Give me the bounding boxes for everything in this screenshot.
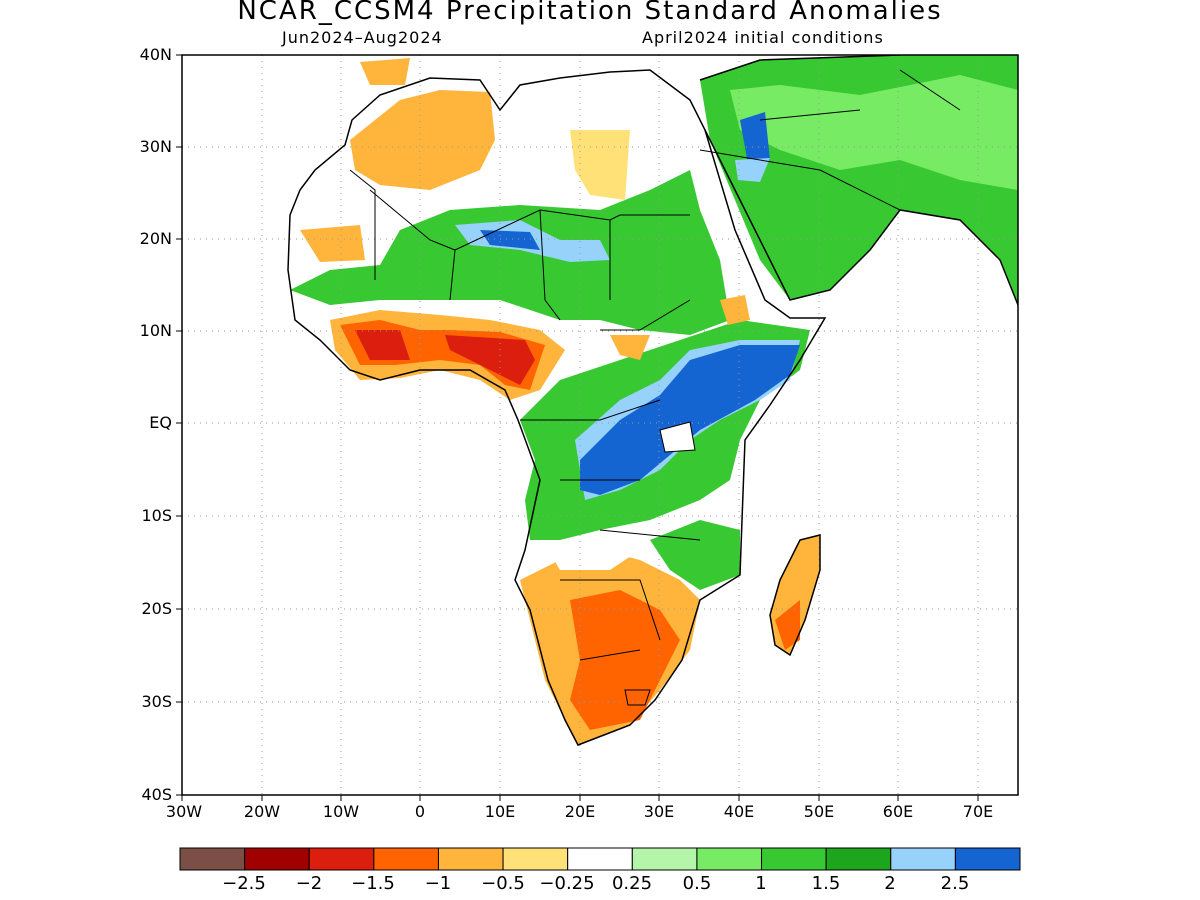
- guinea-coast-driest: [355, 330, 535, 385]
- colorbar-label: 2: [884, 873, 896, 894]
- colorbar-swatch: [761, 847, 827, 871]
- madagascar-coastline: [769, 534, 821, 657]
- mauritania-dry: [300, 225, 365, 262]
- colorbar-swatch: [954, 847, 1021, 871]
- colorbar-swatch: [373, 847, 439, 871]
- ethiopia-dry: [720, 295, 750, 325]
- lon-label-50e: 50E: [803, 802, 835, 821]
- country-borders: [349, 69, 961, 661]
- lake-victoria: [659, 421, 696, 453]
- southern-africa-drier: [570, 590, 680, 730]
- arabia-coastline: [699, 55, 1018, 306]
- lat-label-20n: 20N: [139, 229, 172, 248]
- colorbar-label: −2: [295, 873, 323, 894]
- colorbar-swatch: [567, 847, 633, 871]
- colorbar-swatch: [179, 847, 246, 871]
- colorbar-label: −1.5: [351, 873, 395, 894]
- lat-label-40s: 40S: [141, 785, 172, 804]
- lon-label-60e: 60E: [882, 802, 914, 821]
- lat-label-10s: 10S: [141, 506, 172, 525]
- morocco-dry: [360, 58, 410, 85]
- africa-coastline: [287, 69, 827, 746]
- east-africa-very-wet: [580, 345, 800, 495]
- colorbar-swatch: [502, 847, 569, 871]
- lon-label-40e: 40E: [723, 802, 755, 821]
- colorbar-swatch: [825, 847, 892, 871]
- lat-label-eq: EQ: [149, 413, 172, 432]
- sahara-dry: [350, 90, 495, 190]
- colorbar: [179, 847, 1021, 871]
- map-title: NCAR_CCSM4 Precipitation Standard Anomal…: [237, 0, 943, 26]
- lat-label-20s: 20S: [141, 599, 172, 618]
- colorbar-label: 0.5: [682, 873, 712, 894]
- colorbar-swatch: [244, 847, 310, 871]
- angola-normal: [545, 540, 640, 570]
- lon-label-70e: 70E: [962, 802, 994, 821]
- colorbar-label: −1: [424, 873, 452, 894]
- sahel-wet: [290, 170, 730, 335]
- niger-very-wet: [480, 230, 540, 250]
- colorbar-label: 1: [755, 873, 767, 894]
- initial-conditions: April2024 initial conditions: [642, 28, 884, 47]
- colorbar-label: −2.5: [222, 873, 266, 894]
- colorbar-label: 0.25: [611, 873, 653, 894]
- colorbar-swatch: [437, 847, 504, 871]
- middle-east-moderate: [730, 75, 1018, 190]
- colorbar-swatch: [631, 847, 698, 871]
- lesotho-border: [624, 689, 651, 706]
- lon-label-20e: 20E: [564, 802, 596, 821]
- madagascar-drier: [775, 600, 800, 650]
- lon-label-30w: 30W: [165, 802, 203, 821]
- lon-label-20w: 20W: [243, 802, 281, 821]
- lon-label-10w: 10W: [322, 802, 360, 821]
- colorbar-label: −0.5: [481, 873, 525, 894]
- map-frame: [181, 54, 1019, 796]
- anomaly-field: [182, 55, 1018, 795]
- colorbar-label: 2.5: [940, 873, 970, 894]
- lat-label-30s: 30S: [141, 692, 172, 711]
- south-sudan-dry: [610, 335, 650, 360]
- lon-label-30e: 30E: [643, 802, 675, 821]
- colorbar-label: 1.5: [811, 873, 841, 894]
- colorbar-swatch: [308, 847, 375, 871]
- lon-label-10e: 10E: [484, 802, 516, 821]
- lat-label-40n: 40N: [139, 45, 172, 64]
- lon-label-0: 0: [414, 802, 426, 821]
- colorbar-swatch: [696, 847, 763, 871]
- iraq-wet: [735, 158, 770, 182]
- colorbar-label: −0.25: [539, 873, 595, 894]
- axis-ticks: [176, 54, 979, 801]
- lat-label-10n: 10N: [139, 321, 172, 340]
- forecast-period: Jun2024–Aug2024: [282, 28, 443, 47]
- colorbar-swatch: [890, 847, 956, 871]
- lat-label-30n: 30N: [139, 137, 172, 156]
